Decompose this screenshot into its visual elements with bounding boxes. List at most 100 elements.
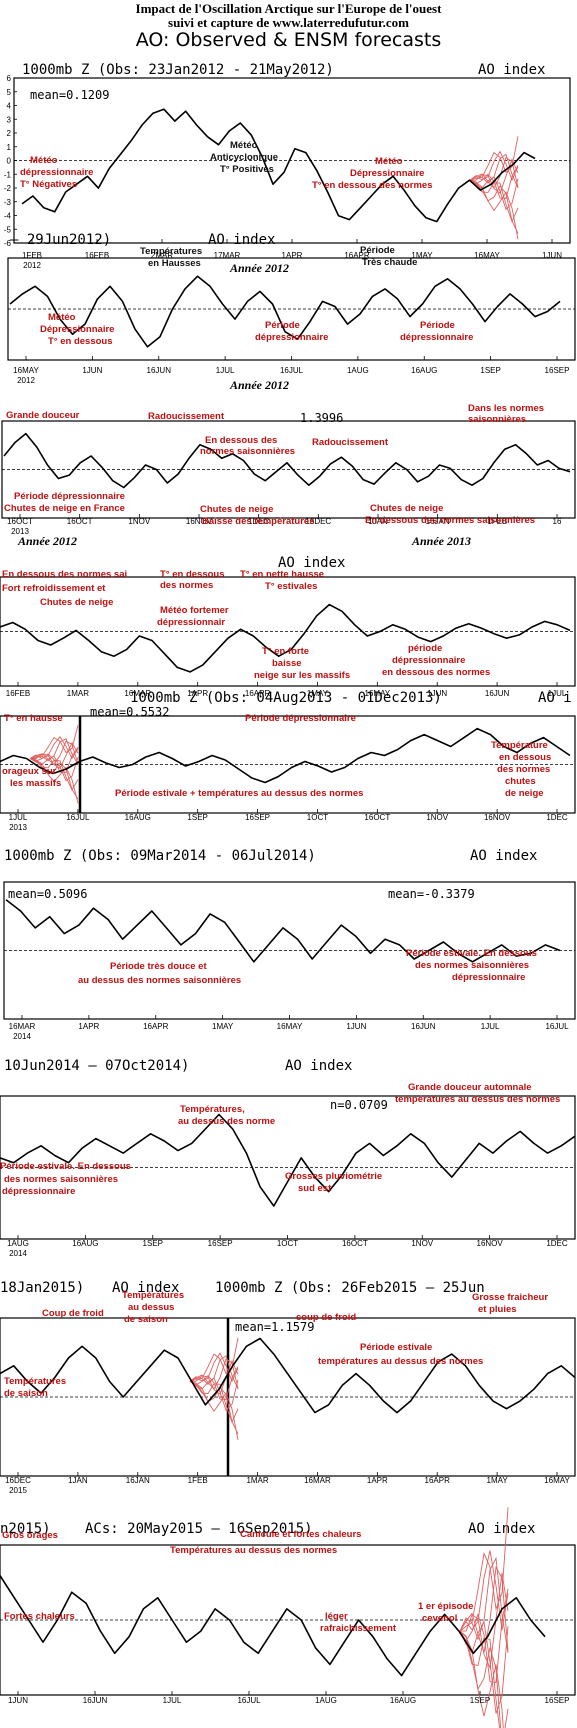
ensemble-member-line — [189, 1380, 239, 1440]
index-label: AO index — [208, 232, 276, 248]
annotation: Anticyclonique — [210, 152, 278, 163]
x-tick-label: 1JUN — [8, 1696, 28, 1705]
ao-index-line — [0, 603, 571, 673]
panel-title: 1000mb Z (Obs: 04Aug2013 - 01Dec2013) — [130, 690, 442, 706]
y-tick-label: 1 — [7, 143, 12, 152]
annotation: T° en dessous des normes — [312, 180, 432, 191]
annotation: Coup de froid — [42, 1308, 104, 1319]
x-tick-label: 1JAN — [368, 517, 388, 526]
x-tick-label: 16JAN — [426, 517, 450, 526]
x-tick-label: 16DEC — [5, 1476, 31, 1485]
annotation: Période dépressionnaire — [245, 713, 356, 724]
x-tick-label: 1JUL — [548, 689, 567, 698]
annotation: T° en nette hausse — [240, 569, 324, 580]
y-tick-label: -6 — [4, 239, 12, 248]
x-tick-label: 1SEP — [480, 366, 500, 375]
annotation: neige sur les massifs — [254, 670, 350, 681]
annotation: période — [408, 643, 442, 654]
annotation: dépressionnaire — [2, 1186, 75, 1197]
y-tick-label: 6 — [7, 74, 12, 83]
x-tick-label: 1FEB — [487, 517, 507, 526]
chart-svg: 1JUN 16JUN 1JUL 16JUL 1AUG 16AUG 1SEP 16SEP Gros… — [0, 1507, 576, 1728]
ensemble-member-line — [459, 1550, 509, 1632]
year-caption: Année 2012 — [230, 378, 290, 392]
x-tick-label: 16JUL — [237, 1696, 261, 1705]
annotation: Météo — [375, 156, 403, 167]
ao-index-line — [0, 1575, 546, 1677]
x-tick-label: 1OCT — [277, 1239, 298, 1248]
x-tick-label: 1JUL — [481, 1022, 500, 1031]
ao-panel-7: 10Jun2014 – 07Oct2014) AO index n=0.0709 1A… — [0, 1054, 577, 1276]
annotation: Période estivale + températures au dessu… — [115, 788, 363, 799]
x-tick-label: 16JUN — [83, 1696, 108, 1705]
y-tick-label: -5 — [4, 225, 12, 234]
panel-title-secondary: ACs: 20May2015 – 16Sep2015) — [85, 1521, 313, 1537]
x-tick-label: 16AUG — [411, 366, 437, 375]
year-caption: Année 2012 — [18, 534, 78, 548]
x-tick-label: 1MAR — [246, 1476, 268, 1485]
ao-panel-5: 1000mb Z (Obs: 04Aug2013 - 01Dec2013) AO … — [0, 686, 577, 844]
x-tick-label: 16JAN — [126, 1476, 150, 1485]
x-tick-label: 16OCT — [67, 517, 93, 526]
x-tick-label: 1SEP — [187, 813, 207, 822]
ensemble-member-line — [29, 725, 79, 759]
annotation: Baisse des températures — [202, 516, 314, 527]
annotation: Radoucissement — [312, 437, 389, 448]
annotation: T° en hausse — [4, 713, 63, 724]
ao-index-line — [0, 1113, 576, 1207]
x-tick-label: 1AUG — [7, 1239, 29, 1248]
x-tick-label: 16JUN — [485, 689, 510, 698]
annotation: Météo fortemer — [160, 605, 229, 616]
ensemble-member-line — [459, 1572, 509, 1670]
year-tick-label: 2012 — [23, 261, 41, 270]
header-line-1: Impact de l'Oscillation Arctique sur l'E… — [135, 1, 442, 16]
annotation: En dessous des normes sai — [2, 569, 127, 580]
y-tick-label: -3 — [4, 198, 12, 207]
ensemble-member-line — [459, 1507, 509, 1632]
annotation: au dessus des normes saisonnières — [78, 975, 241, 986]
x-tick-label: 1JAN — [68, 1476, 88, 1485]
x-tick-label: 1MAY — [212, 1022, 234, 1031]
x-tick-label: 1JUL — [216, 366, 235, 375]
x-tick-label: 16MAY — [544, 1476, 570, 1485]
annotation: Températures — [4, 1376, 66, 1387]
x-tick-label: 1NOV — [411, 1239, 433, 1248]
annotation: saisonnières — [468, 414, 526, 425]
x-tick-label: 1JUN — [346, 1022, 366, 1031]
x-tick-label: 1DEC — [546, 1239, 568, 1248]
x-tick-label: 1FEB — [22, 251, 42, 260]
annotation: léger — [325, 1611, 348, 1622]
x-tick-label: 1OCT — [307, 813, 328, 822]
index-label: AO i — [538, 690, 572, 706]
ao-index-line — [5, 899, 561, 963]
annotation: au dessus — [128, 1302, 174, 1313]
annotation: Météo — [30, 155, 58, 166]
annotation: des normes — [497, 764, 550, 775]
annotation: en dessous — [499, 752, 551, 763]
annotation: T° en forte — [262, 646, 309, 657]
chart-svg: 1AUG 16AUG 1SEP 16SEP 1OCT 16OCT 1NOV 16NOV 1DEC… — [0, 1082, 576, 1258]
x-tick-label: 1APR — [78, 1022, 99, 1031]
ensemble-member-line — [29, 758, 79, 804]
chart-svg: 6 5 4 3 2 1 0 -1 -2 -3 -4 -5 -6 1FEB 16FEB 2MAR 17MAR 1AP… — [4, 74, 571, 270]
x-tick-label: 16NOV — [484, 813, 511, 822]
x-tick-label: 16APR — [344, 251, 370, 260]
panel-title: 1000mb Z (Obs: 09Mar2014 - 06Jul2014) — [4, 848, 316, 864]
annotation: et pluies — [478, 1304, 517, 1315]
x-tick-label: 16FEB — [85, 251, 109, 260]
ensemble-member-line — [29, 758, 79, 800]
x-tick-label: 16NOV — [186, 517, 213, 526]
annotation: chutes — [505, 776, 536, 787]
annotation: Chutes de neige — [40, 597, 113, 608]
index-label: AO index — [470, 848, 538, 864]
x-tick-label: 16JUL — [545, 1022, 569, 1031]
ensemble-member-line — [189, 1366, 239, 1400]
x-tick-label: 16AUG — [390, 1696, 416, 1705]
plot-frame — [0, 576, 576, 687]
year-caption: Année 2012 — [230, 261, 290, 275]
x-tick-label: 16SEP — [545, 366, 570, 375]
annotation: Chutes de neige — [200, 504, 273, 515]
annotation: de saison — [4, 1388, 48, 1399]
mean-label: mean=0.5096 — [8, 887, 88, 901]
mean-label: n=0.0709 — [330, 1098, 388, 1112]
